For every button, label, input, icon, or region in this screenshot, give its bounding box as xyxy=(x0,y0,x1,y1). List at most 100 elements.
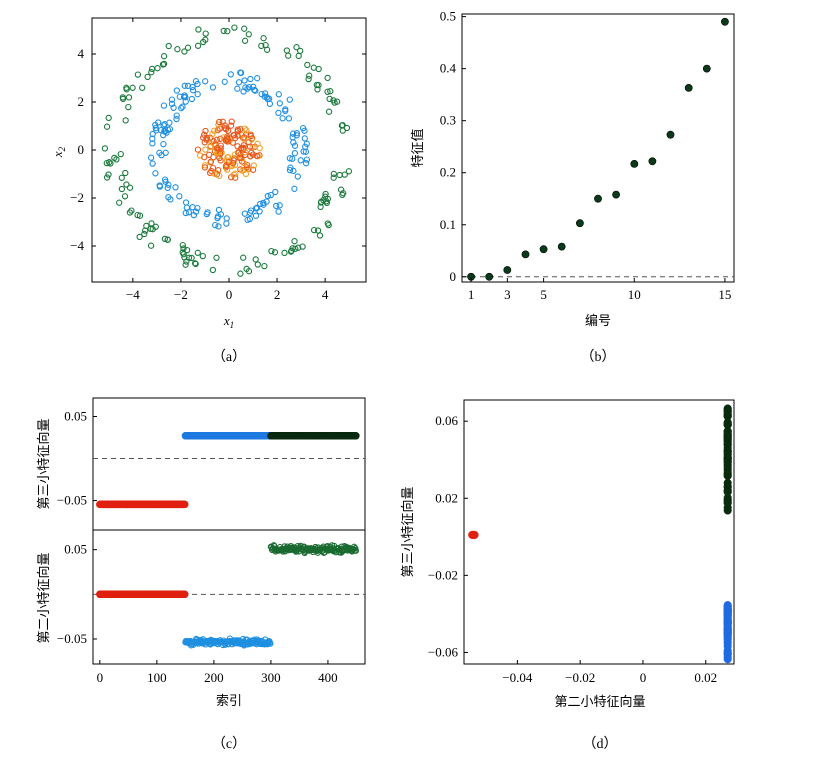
ring-point xyxy=(183,246,191,254)
ring-point xyxy=(286,166,294,174)
panel-d-ticks: −0.04 −0.02 0 0.02 0.06 0.02 −0.02 −0.06 xyxy=(428,413,717,685)
ring-point xyxy=(230,132,237,139)
ring-point xyxy=(215,206,223,214)
eigenvalue-point xyxy=(539,245,548,254)
ring-point xyxy=(268,247,275,255)
ring-point xyxy=(260,201,267,208)
ring-point xyxy=(289,134,296,141)
ring-point xyxy=(299,124,307,132)
x-tick-label: 0 xyxy=(97,670,104,685)
ring-point xyxy=(117,150,124,158)
ring-point xyxy=(327,88,334,95)
ring-point xyxy=(223,166,231,173)
ring-point xyxy=(281,249,288,257)
cluster-point xyxy=(470,530,479,539)
ring-point xyxy=(214,213,222,220)
eigenvalue-point xyxy=(630,159,639,168)
ring-point xyxy=(266,100,274,107)
ring-point xyxy=(310,64,317,71)
panel-a-frame xyxy=(91,17,367,283)
ring-point xyxy=(240,135,247,142)
eigenvector-point xyxy=(267,640,274,647)
ring-point xyxy=(234,85,241,92)
ring-point xyxy=(118,174,125,181)
ring-point xyxy=(291,185,298,192)
ring-point xyxy=(245,165,252,173)
ring-point xyxy=(229,139,236,146)
ring-point xyxy=(291,142,299,149)
ring-point xyxy=(291,150,299,157)
ring-point xyxy=(210,138,217,145)
ring-point xyxy=(339,121,346,129)
ring-point xyxy=(303,140,310,147)
ring-point xyxy=(240,159,247,167)
ring-point xyxy=(285,52,292,59)
eigenvalue-point xyxy=(594,194,602,203)
x-tick-label: 5 xyxy=(540,287,547,302)
panel-d-ylabel: 第三小特征向量 xyxy=(400,486,415,577)
x-tick-label: 0.02 xyxy=(694,670,717,685)
ring-point xyxy=(160,140,167,148)
ring-point xyxy=(176,193,183,200)
ring-point xyxy=(240,254,247,261)
ring-point xyxy=(230,171,237,178)
ring-point xyxy=(243,265,250,273)
y-tick-label: 0.1 xyxy=(440,217,456,232)
ring-point xyxy=(293,130,301,137)
ring-point xyxy=(221,122,228,129)
panel-b-points xyxy=(462,17,734,281)
ring-point xyxy=(213,254,220,261)
ring-point xyxy=(152,121,159,129)
ring-point xyxy=(285,115,293,122)
ring-point xyxy=(160,122,167,129)
ring-point xyxy=(301,135,308,142)
ring-point xyxy=(118,185,126,193)
ring-point xyxy=(302,160,310,167)
ring-point xyxy=(129,84,136,91)
ring-point xyxy=(343,124,351,132)
x-tick-label: −4 xyxy=(126,287,140,302)
ring-point xyxy=(247,75,254,83)
x-tick-label: −0.02 xyxy=(565,670,595,685)
ring-point xyxy=(103,174,111,181)
ring-point xyxy=(326,95,333,103)
cluster-point xyxy=(723,650,732,659)
panel-d: −0.04 −0.02 0 0.02 0.06 0.02 −0.02 −0.06 第二小特征向… xyxy=(400,399,735,752)
ring-point xyxy=(315,81,322,89)
ring-point xyxy=(314,227,322,234)
ring-point xyxy=(166,119,173,126)
cluster-point xyxy=(723,506,732,515)
ring-point xyxy=(305,75,312,83)
ring-point xyxy=(207,158,215,165)
ring-point xyxy=(148,69,155,76)
ring-point xyxy=(181,82,188,89)
ring-point xyxy=(254,140,261,147)
ring-point xyxy=(188,254,195,262)
ring-point xyxy=(184,44,192,51)
ring-point xyxy=(194,249,201,256)
ring-point xyxy=(240,142,247,149)
ring-point xyxy=(126,184,134,191)
ring-point xyxy=(211,127,218,134)
panel-c: 0.05−0.050.05−0.050 100 200 300 400 第三小特征向量 … xyxy=(36,397,366,752)
ring-point xyxy=(174,46,181,53)
cluster-point xyxy=(723,609,732,618)
y-tick-label: 4 xyxy=(78,46,85,61)
ring-point xyxy=(165,181,172,188)
ring-point xyxy=(295,52,302,60)
ring-point xyxy=(217,135,224,142)
ring-point xyxy=(227,71,234,78)
eigenvector-point xyxy=(352,547,360,554)
ring-point xyxy=(149,160,156,167)
ring-point xyxy=(271,249,279,256)
panel-b-ylabel: 特征值 xyxy=(410,128,425,167)
ring-point xyxy=(234,128,242,135)
ring-point xyxy=(147,242,155,249)
y-tick-label: 0.3 xyxy=(440,113,456,128)
ring-point xyxy=(286,96,293,103)
y-tick-label: −0.05 xyxy=(57,493,87,508)
ring-point xyxy=(246,143,254,150)
eigenvalue-point xyxy=(721,17,729,26)
ring-point xyxy=(180,93,188,101)
ring-point xyxy=(325,108,333,115)
